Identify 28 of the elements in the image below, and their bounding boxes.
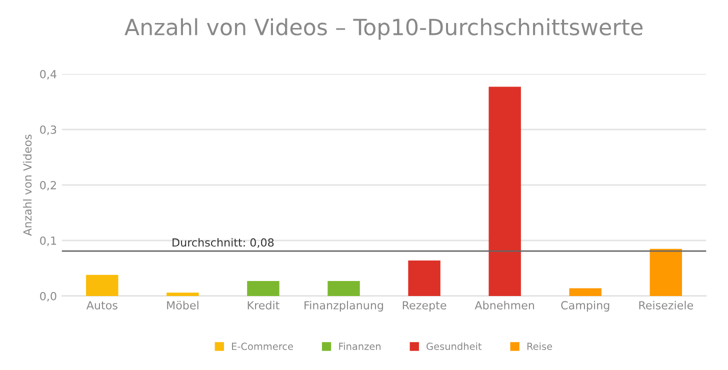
y-tick-label: 0,3 (40, 125, 56, 136)
legend-label: Gesundheit (426, 342, 482, 350)
legend-label: Reise (527, 342, 552, 350)
x-tick-label: Abnehmen (474, 300, 534, 310)
x-tick-label: Finanzplanung (304, 300, 384, 312)
bar (408, 260, 440, 296)
bar (650, 248, 682, 296)
ref-line-label: Durchschnitt: 0,08 (172, 238, 274, 248)
y-tick-label: 0,0 (40, 292, 56, 302)
y-tick-label: 0,1 (40, 236, 56, 246)
x-tick-label: Rezepte (402, 301, 446, 312)
bar (247, 281, 280, 296)
x-tick-label: Autos (86, 301, 118, 310)
legend-label: E-Commerce (232, 342, 293, 350)
bar (86, 274, 118, 296)
bar (488, 86, 521, 296)
y-tick-label: 0,2 (40, 180, 56, 191)
bar (328, 281, 360, 296)
y-axis-title: Anzahl von Videos (23, 134, 32, 236)
bar (166, 292, 199, 296)
x-tick-label: Camping (561, 300, 610, 312)
x-tick-label: Reiseziele (639, 300, 694, 310)
x-tick-label: Kredit (248, 300, 280, 310)
bar (569, 288, 602, 296)
y-tick-label: 0,4 (40, 70, 56, 80)
x-tick-label: Möbel (167, 300, 198, 310)
chart-title: Anzahl von Videos – Top10-Durchschnittswerte (124, 18, 642, 40)
legend-label: Finanzen (339, 342, 380, 350)
